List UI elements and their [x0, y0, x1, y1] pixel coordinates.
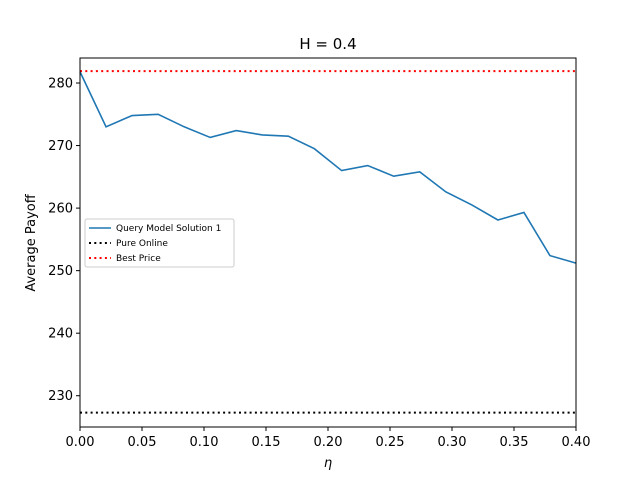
x-tick-label: 0.00	[66, 435, 95, 450]
legend-box	[84, 218, 235, 268]
chart-title: H = 0.4	[299, 35, 356, 53]
x-axis-label: η	[324, 456, 332, 471]
y-tick-label: 250	[48, 264, 73, 279]
x-tick-label: 0.25	[376, 435, 405, 450]
y-axis-label: Average Payoff	[24, 193, 39, 291]
y-tick-label: 280	[48, 77, 73, 92]
y-tick-label: 230	[48, 389, 73, 404]
x-tick-label: 0.40	[562, 435, 591, 450]
x-tick-label: 0.05	[128, 435, 157, 450]
series-line-0	[79, 71, 577, 264]
plot-area	[79, 70, 577, 414]
legend-label-1: Pure Online	[116, 239, 168, 249]
y-tick-label: 240	[48, 327, 73, 342]
y-tick-label: 260	[48, 202, 73, 217]
x-tick-label: 0.20	[314, 435, 343, 450]
axes: 0.00 0.05 0.10 0.15 0.20 0.25 0.30 0.35 0.40 230 2…	[48, 77, 590, 450]
x-tick-label: 0.35	[500, 435, 529, 450]
y-tick-label: 270	[48, 139, 73, 154]
legend-label-0: Query Model Solution 1	[116, 224, 221, 234]
x-tick-label: 0.10	[190, 435, 219, 450]
legend-label-2: Best Price	[116, 254, 161, 264]
x-tick-label: 0.30	[438, 435, 467, 450]
legend: Query Model Solution 1 Pure Online Best Pr…	[84, 218, 235, 268]
x-tick-label: 0.15	[252, 435, 281, 450]
